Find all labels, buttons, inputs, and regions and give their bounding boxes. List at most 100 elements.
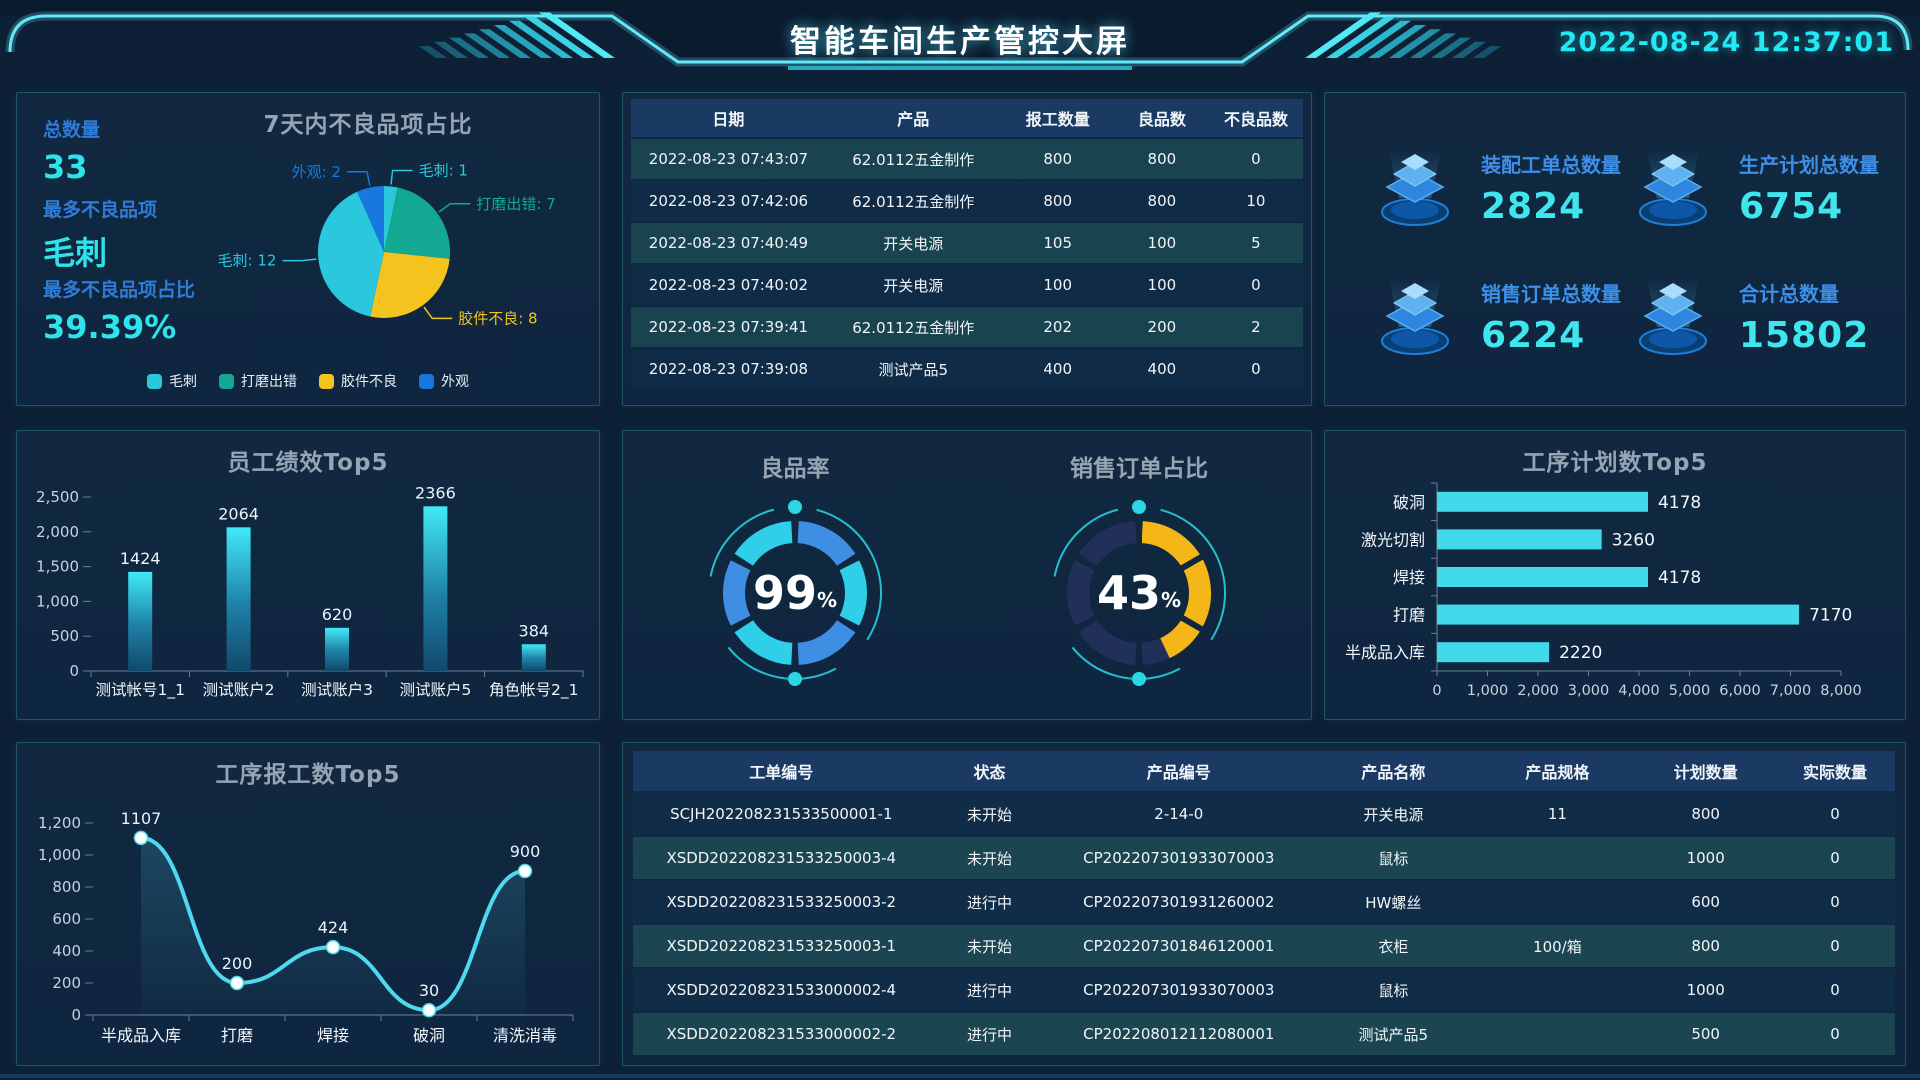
column-header: 不良品数 — [1223, 110, 1288, 129]
bar — [128, 571, 153, 671]
svg-text:0: 0 — [1432, 683, 1441, 699]
svg-text:5,000: 5,000 — [1669, 683, 1711, 699]
page-title: 智能车间生产管控大屏 — [790, 24, 1130, 60]
svg-text:激光切割: 激光切割 — [1361, 530, 1425, 549]
table-cell: 500 — [1691, 1025, 1720, 1043]
gauge-value: 99% — [753, 566, 837, 620]
panel-employee-performance: 员工绩效Top5 0 500 1,000 1,500 2,000 2,500 1424 测试帐… — [16, 430, 600, 720]
gauge-dot — [1132, 672, 1146, 686]
legend-label: 胶件不良 — [341, 374, 397, 390]
svg-text:3260: 3260 — [1612, 530, 1655, 550]
svg-text:焊接: 焊接 — [1393, 568, 1425, 587]
stat-value: 39.39% — [43, 308, 177, 346]
layers-icon — [1365, 138, 1465, 238]
svg-text:2220: 2220 — [1559, 643, 1602, 663]
table-cell: 2 — [1251, 318, 1261, 336]
column-header: 工单编号 — [749, 763, 814, 782]
table-cell: 1000 — [1686, 981, 1725, 999]
column-header: 日期 — [712, 110, 745, 129]
panel-title: 7天内不良品项占比 — [263, 112, 473, 138]
svg-text:2,000: 2,000 — [1517, 683, 1559, 699]
column-header: 产品编号 — [1146, 763, 1211, 782]
svg-text:7,000: 7,000 — [1770, 683, 1812, 699]
table-cell: SCJH202208231533500001-1 — [670, 805, 893, 823]
table-cell: 800 — [1147, 192, 1177, 210]
table-cell: 0 — [1830, 893, 1840, 911]
svg-text:2064: 2064 — [218, 504, 259, 523]
svg-text:破洞: 破洞 — [1393, 493, 1425, 512]
table-cell: 2022-08-23 07:39:08 — [648, 360, 809, 378]
table-cell: XSDD202208231533250003-4 — [666, 849, 897, 867]
bar — [1437, 604, 1800, 625]
column-header: 报工数量 — [1025, 110, 1090, 129]
table-row: 2022-08-23 07:39:41 62.0112五金制作 202 200 2 — [631, 307, 1303, 347]
table-cell: 鼠标 — [1378, 981, 1409, 1000]
table-cell: 进行中 — [966, 893, 1012, 912]
table-cell: 62.0112五金制作 — [852, 318, 975, 337]
svg-text:2366: 2366 — [415, 483, 456, 502]
table-cell: 400 — [1043, 360, 1073, 378]
svg-text:测试帐号1_1: 测试帐号1_1 — [95, 681, 184, 700]
table-cell: 未开始 — [966, 805, 1012, 824]
stat-card-label: 合计总数量 — [1739, 281, 1839, 306]
svg-text:620: 620 — [322, 605, 353, 624]
column-header: 实际数量 — [1802, 763, 1867, 782]
header: 智能车间生产管控大屏 2022-08-24 12:37:01 — [0, 0, 1920, 86]
gauge-dot — [788, 500, 802, 514]
column-header: 状态 — [973, 763, 1006, 782]
legend-item: 毛刺 — [147, 371, 197, 391]
table-cell: 衣柜 — [1378, 937, 1409, 956]
table-cell: 2022-08-23 07:39:41 — [648, 318, 809, 336]
legend-swatch — [419, 373, 434, 389]
table-cell: CP202207301931260002 — [1083, 893, 1275, 911]
svg-text:200: 200 — [52, 974, 81, 992]
svg-text:测试账户3: 测试账户3 — [301, 681, 373, 699]
bar — [1437, 491, 1648, 512]
table-cell: XSDD202208231533250003-2 — [666, 893, 897, 911]
table-header-row: 工单编号 状态 产品编号 产品名称 产品规格 计划数量 实际数量 — [633, 751, 1895, 791]
table-cell: 0 — [1830, 805, 1840, 823]
table-cell: 测试产品5 — [1358, 1025, 1429, 1044]
svg-text:打磨: 打磨 — [1393, 606, 1425, 625]
svg-text:2,000: 2,000 — [36, 523, 79, 541]
svg-text:焊接: 焊接 — [317, 1026, 349, 1045]
stat-card: 装配工单总数量 2824 — [1365, 123, 1623, 252]
table-cell: 202 — [1043, 318, 1073, 336]
table-cell: 2022-08-23 07:43:07 — [648, 150, 809, 168]
column-header: 产品 — [897, 110, 930, 129]
gauge-title: 良品率 — [760, 456, 830, 482]
table-cell: CP202208012112080001 — [1083, 1025, 1275, 1043]
table-cell: CP202207301933070003 — [1083, 849, 1275, 867]
table-cell: 未开始 — [966, 937, 1012, 956]
table-cell: 进行中 — [966, 1025, 1012, 1044]
legend-swatch — [319, 373, 334, 389]
panel-process-report: 工序报工数Top5 0 200 400 600 800 1,000 1,200 1107 半成品… — [16, 742, 600, 1066]
stat-card: 生产计划总数量 6754 — [1623, 123, 1881, 252]
quality-rate-gauge: 99% — [708, 500, 882, 686]
stat-card-value: 15802 — [1739, 314, 1870, 356]
gauge-value: 43% — [1097, 566, 1181, 620]
table-cell: 0 — [1830, 849, 1840, 867]
total-defect-stat: 总数量 33 — [43, 115, 100, 186]
table-cell: 600 — [1691, 893, 1720, 911]
bar — [226, 527, 251, 671]
table-cell: 800 — [1691, 805, 1720, 823]
svg-text:1,200: 1,200 — [38, 814, 81, 832]
svg-text:7170: 7170 — [1809, 606, 1852, 626]
bar — [1437, 529, 1602, 550]
table-cell: 200 — [1147, 318, 1177, 336]
table-cell: 800 — [1691, 937, 1720, 955]
table-row: XSDD202208231533250003-1 未开始 CP20220730184… — [633, 925, 1895, 967]
gauge-title: 销售订单占比 — [1070, 456, 1208, 482]
bar — [1437, 642, 1550, 663]
table-cell: 开关电源 — [883, 234, 944, 253]
table-cell: HW螺丝 — [1365, 893, 1422, 912]
pie-slice — [384, 187, 451, 259]
svg-text:1,500: 1,500 — [36, 558, 79, 576]
legend-item: 外观 — [419, 371, 469, 391]
svg-text:清洗消毒: 清洗消毒 — [493, 1026, 557, 1045]
process-plan-bar-chart: 0 1,000 2,000 3,000 4,000 5,000 6,000 7,000 8,00… — [1345, 482, 1862, 699]
svg-text:半成品入库: 半成品入库 — [101, 1026, 181, 1045]
table-cell: XSDD202208231533000002-4 — [666, 981, 897, 999]
table-cell: 10 — [1246, 192, 1266, 210]
